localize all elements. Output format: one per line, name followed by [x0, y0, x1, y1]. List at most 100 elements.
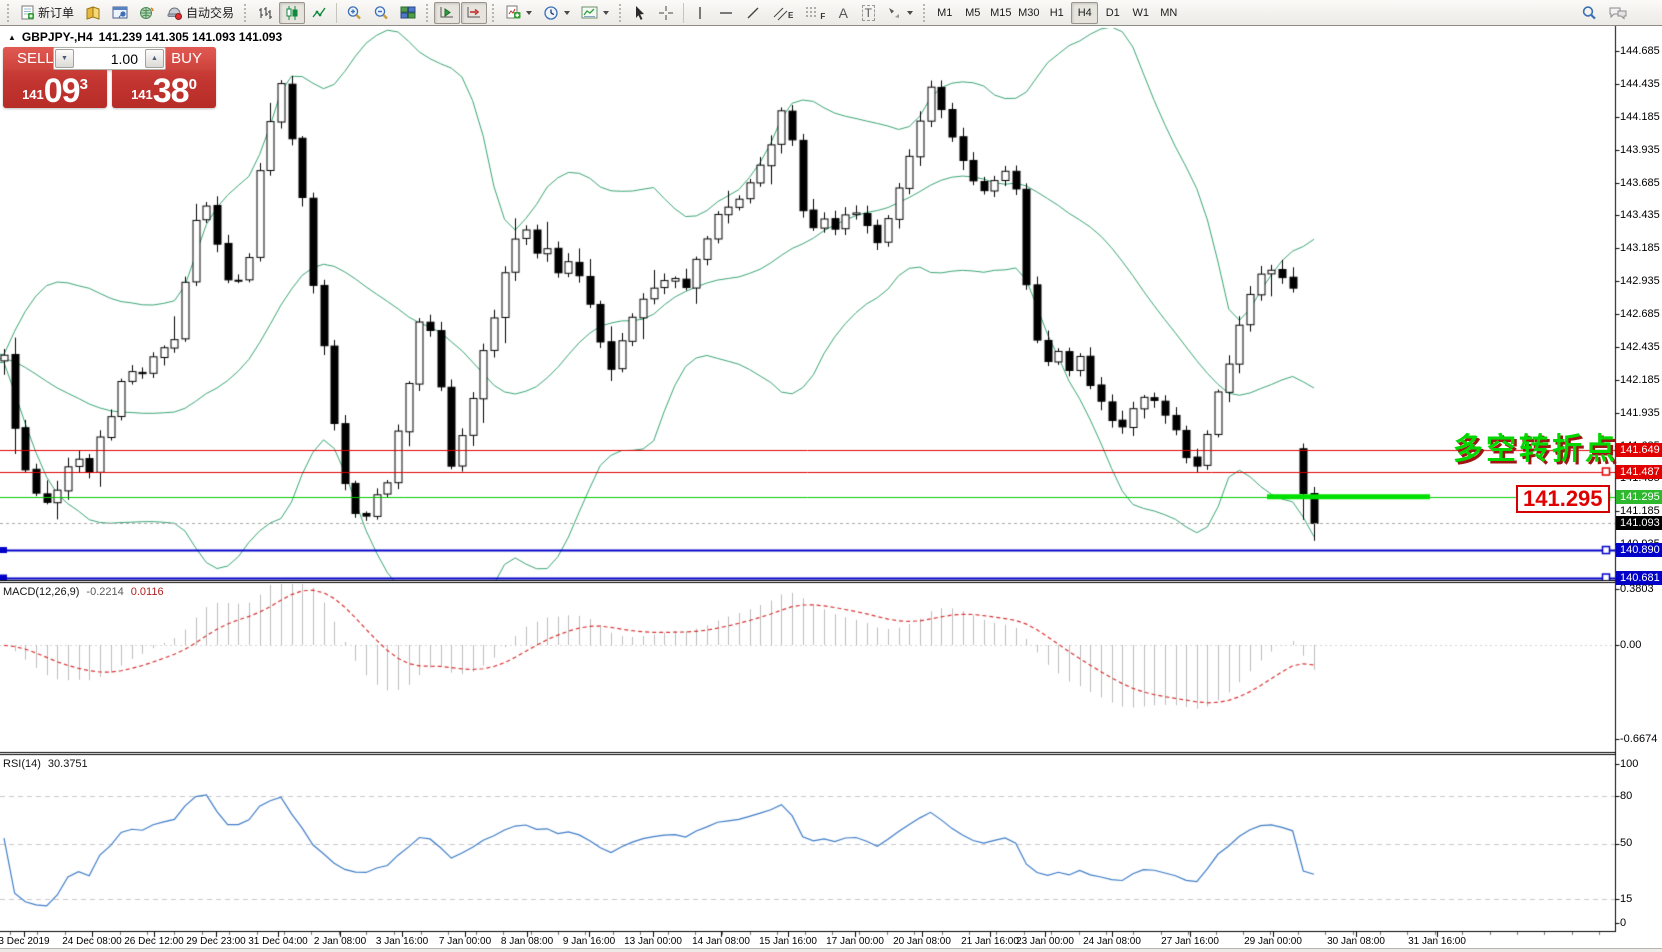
- text-label-tool-button[interactable]: T: [856, 2, 880, 24]
- vertical-line-tool-button[interactable]: [688, 2, 712, 24]
- tile-windows-button[interactable]: [395, 2, 421, 24]
- sell-price-prefix: 141: [22, 87, 44, 102]
- tile-windows-icon: [400, 5, 416, 20]
- text-tool-button[interactable]: A: [831, 2, 855, 24]
- navigator-globe-icon: [139, 5, 155, 20]
- price-chart-canvas[interactable]: [0, 26, 1662, 952]
- price-callout-label[interactable]: 141.295: [1516, 485, 1610, 513]
- one-click-trading-panel: SELL 141 09 3 BUY 141 38 0 ▼ 1.00 ▲: [3, 47, 216, 108]
- bar-chart-icon: [257, 5, 273, 21]
- collapse-panel-icon[interactable]: ▲: [8, 32, 16, 42]
- toolbar-grip[interactable]: [425, 3, 431, 22]
- macd-indicator-label: MACD(12,26,9) -0.2214 0.0116: [3, 586, 164, 598]
- templates-icon: [581, 5, 598, 20]
- search-icon: [1581, 5, 1597, 21]
- volume-increase-button[interactable]: ▲: [145, 49, 164, 68]
- zoom-out-button[interactable]: [368, 2, 394, 24]
- toolbar-grip[interactable]: [243, 3, 249, 22]
- chart-ohlc-readout: 141.239 141.305 141.093 141.093: [98, 30, 283, 44]
- trendline-tool-button[interactable]: [740, 2, 766, 24]
- trendline-icon: [745, 5, 761, 21]
- buy-price-big: 38: [152, 72, 190, 108]
- toolbar-separator: [683, 2, 685, 23]
- bar-chart-mode-button[interactable]: [252, 2, 278, 24]
- chart-window: 144.685 144.435 144.185 143.935 143.685 143.4…: [0, 26, 1662, 952]
- auto-scroll-icon: [439, 5, 455, 20]
- buy-price-prefix: 141: [131, 87, 153, 102]
- zoom-in-icon: [346, 5, 362, 21]
- horizontal-line-icon: [718, 6, 734, 20]
- equidistant-channel-icon: [772, 5, 789, 21]
- chart-shift-button[interactable]: [461, 1, 488, 24]
- bottom-strip: [0, 948, 1662, 952]
- arrows-tool-button[interactable]: [881, 2, 918, 24]
- volume-decrease-button[interactable]: ▼: [55, 49, 74, 68]
- sell-price: 141 09 3: [3, 70, 107, 108]
- timeframe-mn-button[interactable]: MN: [1155, 2, 1182, 24]
- timeframe-m15-button[interactable]: M15: [987, 2, 1014, 24]
- macd-value: -0.2214: [86, 586, 124, 598]
- timeframe-m5-button[interactable]: M5: [959, 2, 986, 24]
- horizontal-line-tool-button[interactable]: [713, 2, 739, 24]
- auto-trading-label: 自动交易: [186, 6, 235, 20]
- periods-button[interactable]: [538, 2, 575, 24]
- chart-symbol-period: GBPJPY-,H4: [21, 30, 93, 44]
- navigator-button[interactable]: [134, 2, 160, 24]
- timeframe-h1-button[interactable]: H1: [1043, 2, 1070, 24]
- crosshair-tool-button[interactable]: [653, 2, 679, 24]
- toolbar-grip[interactable]: [618, 3, 624, 22]
- bull-bear-turning-point-annotation[interactable]: 多空转折点: [1453, 433, 1618, 466]
- toolbar: 新订单 自动交易: [0, 0, 1662, 26]
- cursor-tool-button[interactable]: [627, 2, 652, 24]
- new-order-icon: [20, 5, 35, 20]
- fibonacci-letter: F: [820, 11, 826, 21]
- timeframe-d1-button[interactable]: D1: [1099, 2, 1126, 24]
- text-label-tool-icon: T: [861, 4, 875, 21]
- arrow-shapes-icon: [886, 5, 902, 20]
- market-watch-button[interactable]: [80, 2, 106, 24]
- data-window-button[interactable]: [107, 2, 133, 24]
- auto-trading-icon: [166, 5, 183, 20]
- chat-button[interactable]: [1603, 2, 1633, 24]
- periods-clock-icon: [543, 5, 559, 21]
- fibonacci-icon: [804, 5, 821, 21]
- text-tool-icon: A: [838, 4, 848, 21]
- macd-name: MACD(12,26,9): [3, 586, 80, 598]
- dropdown-arrow-icon: [564, 10, 571, 15]
- fibonacci-tool-button[interactable]: F: [799, 2, 830, 24]
- timeframe-w1-button[interactable]: W1: [1127, 2, 1154, 24]
- timeframe-group: M1 M5 M15 M30 H1 H4 D1 W1 MN: [931, 1, 1182, 24]
- new-order-button[interactable]: 新订单: [15, 2, 79, 24]
- data-window-icon: [112, 5, 128, 20]
- timeframe-m30-button[interactable]: M30: [1015, 2, 1042, 24]
- candlestick-mode-button[interactable]: [279, 1, 306, 24]
- rsi-name: RSI(14): [3, 758, 41, 770]
- channel-tool-button[interactable]: E: [767, 2, 798, 24]
- volume-field: ▼ 1.00 ▲: [53, 47, 166, 70]
- rsi-value: 30.3751: [47, 758, 88, 770]
- panel-splitter-macd[interactable]: [0, 578, 1616, 583]
- line-chart-icon: [311, 5, 327, 21]
- toolbar-separator: [336, 2, 338, 23]
- panel-splitter-rsi[interactable]: [0, 750, 1616, 755]
- auto-scroll-button[interactable]: [434, 1, 461, 24]
- timeframe-h4-button[interactable]: H4: [1071, 1, 1099, 24]
- sell-price-pip: 3: [79, 76, 88, 93]
- dropdown-arrow-icon: [603, 10, 610, 15]
- auto-trading-button[interactable]: 自动交易: [161, 2, 239, 24]
- search-button[interactable]: [1576, 2, 1602, 24]
- timeframe-m1-button[interactable]: M1: [931, 2, 958, 24]
- zoom-out-icon: [373, 5, 389, 21]
- toolbar-grip[interactable]: [6, 3, 11, 22]
- buy-price-pip: 0: [188, 76, 197, 93]
- market-watch-book-icon: [85, 5, 101, 20]
- line-chart-mode-button[interactable]: [306, 2, 332, 24]
- zoom-in-button[interactable]: [341, 2, 367, 24]
- toolbar-grip[interactable]: [491, 3, 497, 22]
- buy-price: 141 38 0: [112, 70, 216, 108]
- volume-value[interactable]: 1.00: [110, 51, 138, 67]
- templates-button[interactable]: [576, 2, 614, 24]
- rsi-indicator-label: RSI(14) 30.3751: [3, 758, 88, 770]
- indicators-button[interactable]: [500, 2, 537, 24]
- toolbar-grip[interactable]: [922, 3, 928, 22]
